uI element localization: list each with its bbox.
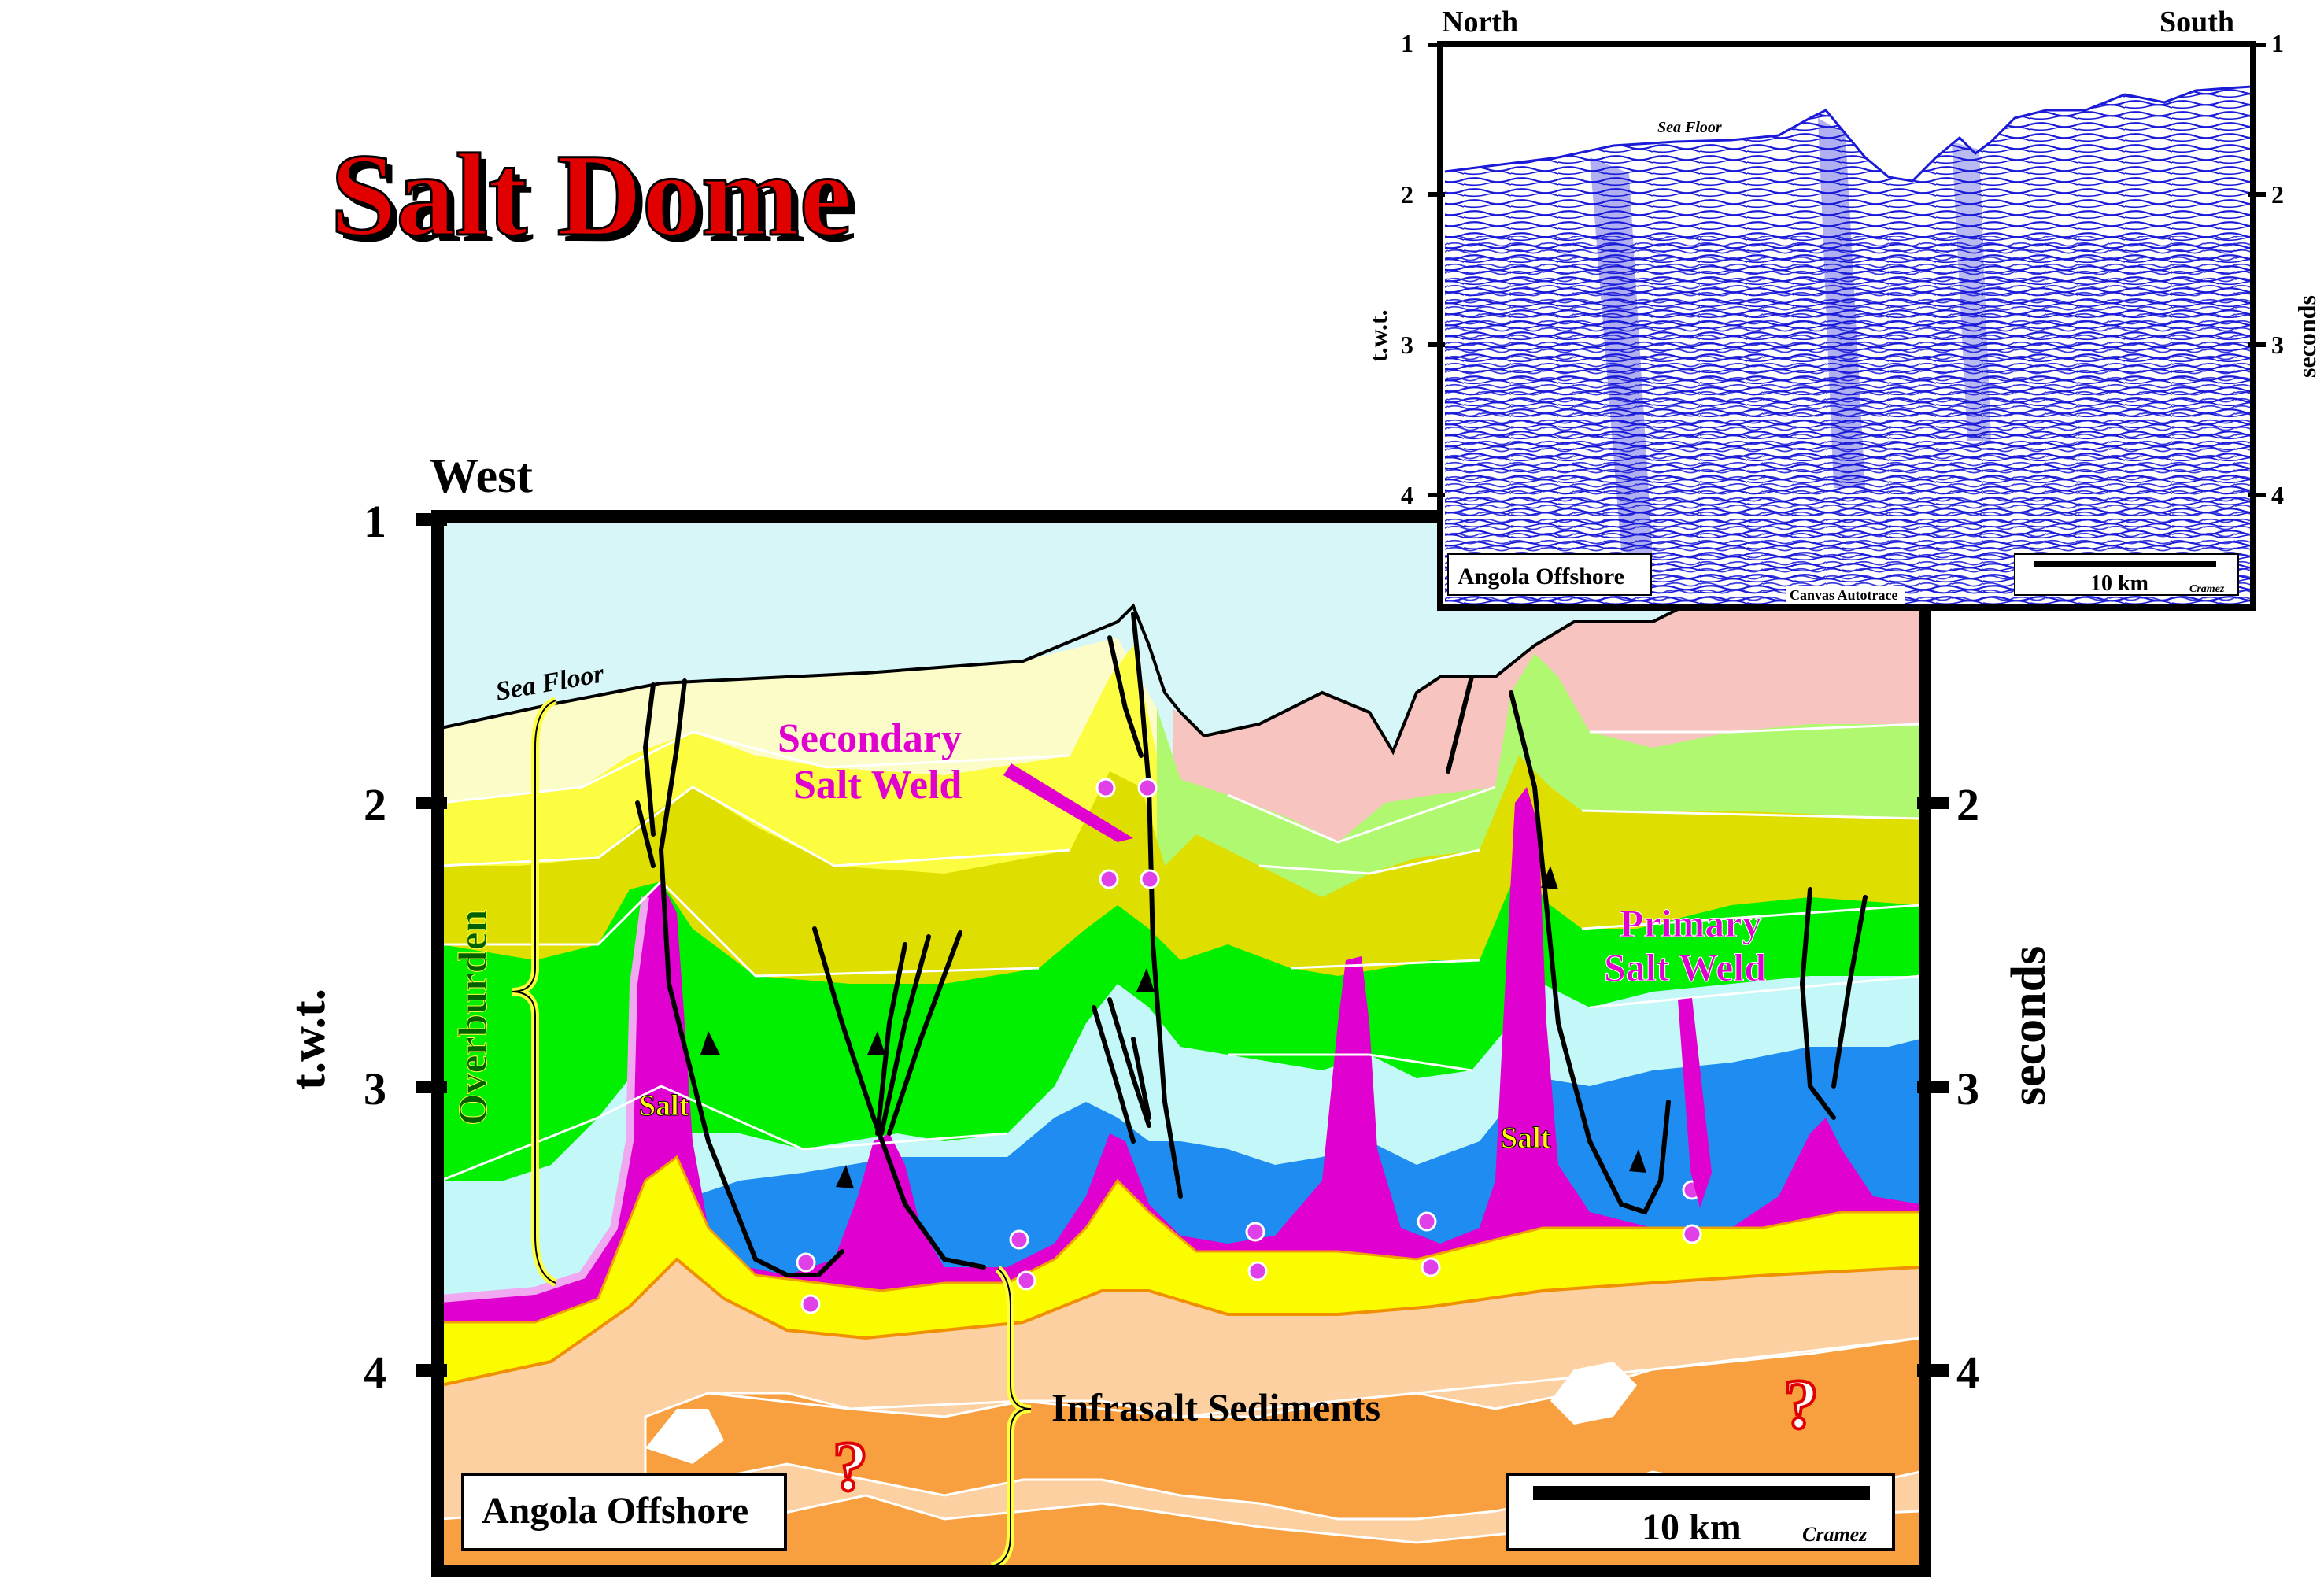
inset-location: Angola Offshore (1458, 564, 1624, 590)
infrasalt-label: Infrasalt Sediments (1051, 1385, 1380, 1429)
secondary-weld-arrow (1003, 763, 1133, 842)
section-frame (431, 510, 1931, 1577)
author-label: Cramez (1802, 1523, 1868, 1546)
inset-left-tick-3: 3 (1401, 331, 1413, 359)
inset-author: Cramez (2189, 583, 2225, 595)
primary-weld-label-2: Salt Weld (1604, 945, 1766, 989)
inset-axis-name: t.w.t. (1364, 309, 1392, 362)
cross-section: Sea Floor Overburden Salt Salt Secondary… (282, 449, 2056, 1577)
inset-scale: 10 km (2090, 571, 2148, 596)
primary-weld-arrow (1678, 998, 1712, 1208)
inset-left-tick-4: 4 (1401, 481, 1413, 509)
unknown-mark-east: ? (1783, 1366, 1819, 1443)
secondary-weld-label-1: Secondary (778, 716, 962, 761)
seismic-inset: Sea Floor Angola Offshore Canvas Autotra… (1364, 6, 2321, 611)
figure-title-front: Salt Dome (331, 130, 852, 261)
salt-label-east: Salt (1501, 1122, 1551, 1155)
inset-axis-unit: seconds (2293, 295, 2321, 378)
inset-frame (1437, 41, 2256, 611)
inset-left-tick-2: 2 (1401, 180, 1413, 209)
right-tick-4: 4 (1956, 1347, 1979, 1398)
axis-name-left: t.w.t. (282, 989, 335, 1090)
inset-right-tick-2: 2 (2271, 180, 2284, 209)
right-tick-2: 2 (1956, 779, 1979, 830)
inset-right-tick-4: 4 (2271, 481, 2284, 509)
primary-weld-label-1: Primary (1620, 901, 1761, 945)
inset-right-tick-3: 3 (2271, 331, 2284, 359)
salt-weld-markers (796, 778, 1702, 1314)
right-tick-3: 3 (1956, 1063, 1979, 1114)
salt-label-west: Salt (639, 1089, 689, 1122)
left-tick-2: 2 (364, 779, 386, 830)
overburden-label: Overburden (451, 909, 496, 1126)
left-tick-4: 4 (364, 1347, 386, 1398)
inset-left-tick-1: 1 (1401, 29, 1413, 57)
secondary-weld-label-2: Salt Weld (793, 763, 962, 808)
axis-ticks (416, 513, 1949, 1377)
scale-label: 10 km (1642, 1506, 1742, 1548)
location-box (461, 1473, 787, 1551)
inset-south: South (2160, 6, 2234, 39)
scale-bar (1533, 1486, 1870, 1500)
axis-unit-right: seconds (2002, 946, 2056, 1106)
inset-right-tick-1: 1 (2271, 29, 2284, 57)
left-tick-3: 3 (364, 1063, 386, 1114)
left-tick-1: 1 (364, 496, 386, 547)
unknown-mark-west: ? (833, 1428, 868, 1506)
inset-processing: Canvas Autotrace (1790, 587, 1898, 603)
faults (635, 612, 1868, 1277)
inset-north: North (1442, 6, 1518, 39)
figure-title: Salt Dome (337, 136, 858, 267)
location-label: Angola Offshore (482, 1490, 748, 1532)
inset-sea-floor: Sea Floor (1657, 119, 1722, 136)
direction-west: West (430, 449, 533, 503)
